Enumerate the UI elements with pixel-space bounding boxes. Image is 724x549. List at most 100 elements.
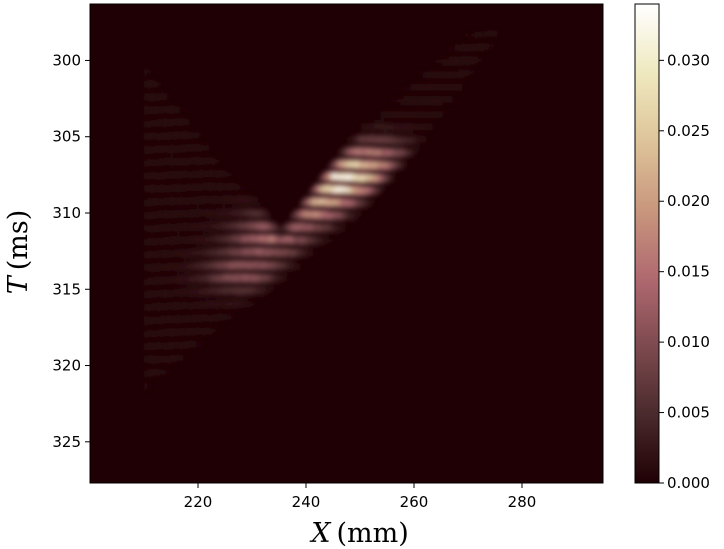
- heatmap-cell: [208, 254, 213, 259]
- heatmap-cell: [169, 172, 174, 176]
- heatmap-cell: [361, 141, 365, 146]
- heatmap-cell: [215, 183, 219, 188]
- heatmap-cell: [192, 249, 197, 254]
- heatmap-cell: [361, 157, 365, 161]
- heatmap-cell: [147, 304, 151, 309]
- heatmap-cell: [254, 239, 258, 243]
- heatmap-cell: [186, 302, 190, 306]
- heatmap-cell: [179, 159, 184, 164]
- heatmap-cell: [189, 227, 194, 231]
- heatmap-cell: [348, 152, 352, 156]
- heatmap-cell: [309, 206, 313, 211]
- heatmap-cell: [241, 213, 245, 218]
- heatmap-cell: [319, 203, 323, 207]
- heatmap-cell: [231, 231, 236, 236]
- heatmap-cell: [202, 255, 206, 260]
- heatmap-cell: [250, 238, 255, 242]
- heatmap-cell: [202, 313, 206, 318]
- heatmap-cell: [153, 224, 158, 229]
- heatmap-cell: [241, 271, 245, 276]
- heatmap-cell: [250, 223, 255, 227]
- heatmap-cell: [419, 99, 424, 103]
- heatmap-cell: [260, 262, 265, 267]
- heatmap-cell: [179, 172, 184, 176]
- heatmap-cell: [202, 194, 206, 199]
- heatmap-cell: [169, 104, 174, 109]
- heatmap-cell: [357, 157, 362, 162]
- heatmap-cell: [215, 159, 219, 163]
- heatmap-cell: [328, 193, 333, 197]
- heatmap-cell: [250, 290, 255, 294]
- heatmap-cell: [315, 201, 320, 205]
- heatmap-cell: [250, 250, 255, 255]
- heatmap-cell: [205, 293, 210, 298]
- heatmap-cell: [257, 225, 262, 229]
- heatmap-cell: [257, 219, 262, 223]
- heatmap-cell: [169, 147, 174, 152]
- heatmap-cell: [276, 225, 281, 230]
- heatmap-cell: [344, 162, 349, 167]
- heatmap-cell: [471, 48, 475, 53]
- heatmap-cell: [221, 262, 226, 266]
- heatmap-cell: [144, 200, 148, 204]
- heatmap-cell: [273, 267, 278, 271]
- heatmap-cell: [212, 271, 216, 275]
- heatmap-cell: [163, 288, 168, 293]
- heatmap-cell: [338, 153, 343, 157]
- heatmap-cell: [153, 160, 158, 165]
- heatmap-cell: [199, 224, 203, 228]
- heatmap-cell: [361, 202, 365, 207]
- heatmap-cell: [477, 46, 482, 50]
- heatmap-cell: [273, 233, 278, 238]
- heatmap-cell: [160, 306, 164, 310]
- heatmap-cell: [393, 163, 398, 167]
- heatmap-cell: [208, 319, 213, 323]
- heatmap-cell: [419, 102, 424, 106]
- heatmap-cell: [150, 147, 155, 151]
- heatmap-cell: [361, 172, 365, 176]
- heatmap-cell: [315, 185, 320, 190]
- heatmap-cell: [406, 114, 411, 118]
- heatmap-cell: [380, 154, 385, 158]
- heatmap-cell: [325, 197, 330, 202]
- heatmap-cell: [199, 343, 203, 347]
- heatmap-cell: [270, 263, 275, 267]
- heatmap-cell: [374, 135, 378, 140]
- heatmap-cell: [179, 288, 184, 292]
- heatmap-cell: [425, 99, 430, 103]
- heatmap-cell: [205, 299, 210, 304]
- heatmap-cell: [319, 193, 323, 198]
- heatmap-cell: [215, 275, 219, 279]
- heatmap-cell: [422, 74, 427, 79]
- heatmap-cell: [202, 332, 206, 336]
- heatmap-cell: [199, 172, 203, 176]
- heatmap-cell: [163, 200, 168, 204]
- heatmap-cell: [212, 182, 216, 187]
- heatmap-cell: [348, 170, 352, 175]
- heatmap-cell: [283, 265, 287, 269]
- heatmap-cell: [422, 83, 427, 88]
- heatmap-cell: [260, 235, 265, 239]
- heatmap-cell: [199, 260, 203, 265]
- heatmap-cell: [218, 184, 223, 189]
- heatmap-cell: [403, 99, 407, 103]
- heatmap-cell: [380, 135, 385, 140]
- heatmap-cell: [173, 170, 177, 174]
- heatmap-cell: [312, 199, 317, 203]
- heatmap-cell: [160, 342, 164, 347]
- heatmap-cell: [247, 249, 252, 253]
- heatmap-cell: [276, 268, 281, 272]
- heatmap-cell: [205, 159, 210, 163]
- heatmap-cell: [202, 200, 206, 205]
- heatmap-cell: [195, 278, 200, 282]
- heatmap-cell: [296, 245, 300, 249]
- heatmap-cell: [228, 249, 232, 253]
- heatmap-cell: [328, 175, 333, 179]
- heatmap-cell: [144, 373, 148, 378]
- heatmap-cell: [179, 175, 184, 179]
- heatmap-cell: [192, 225, 197, 229]
- heatmap-cell: [192, 133, 197, 138]
- heatmap-cell: [160, 223, 164, 228]
- heatmap-cell: [225, 235, 229, 240]
- heatmap-cell: [250, 262, 255, 267]
